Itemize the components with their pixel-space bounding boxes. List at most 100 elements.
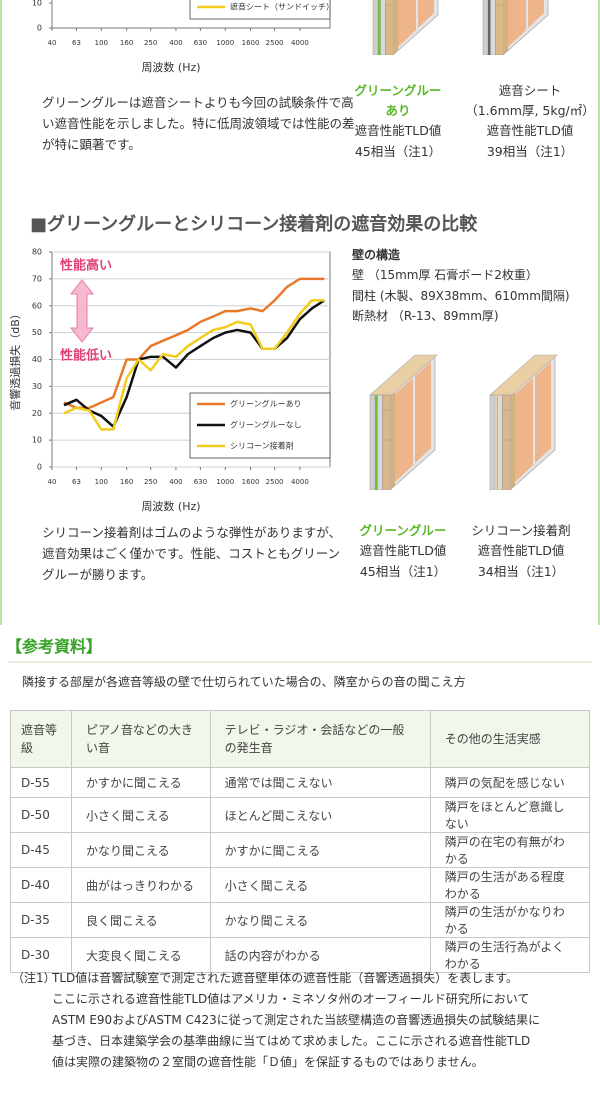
- table-header-cell: 遮音等級: [10, 710, 72, 768]
- table-row: D-55 かすかに聞こえる 通常では聞こえない 隣戸の気配を感じない: [10, 767, 591, 798]
- table-cell: 隣戸の生活行為がよくわかる: [429, 937, 591, 973]
- table-cell: D-45: [10, 832, 72, 868]
- note-line: TLD値は音響試験室で測定された遮音壁単体の遮音性能（音響透過損失）を表します。: [52, 971, 519, 985]
- caption-text: 遮音性能TLD値: [354, 123, 442, 138]
- caption-title: シリコーン接着剤: [471, 523, 571, 538]
- caption-text: 遮音性能TLD値: [477, 543, 565, 558]
- y-tick-label: 20: [32, 409, 42, 418]
- x-tick-label: 4000: [291, 39, 309, 47]
- x-tick-label: 100: [95, 478, 108, 486]
- caption-text: 45相当（注1）: [359, 564, 447, 579]
- right-border: [598, 0, 600, 625]
- caption-text: 遮音性能TLD値: [486, 123, 574, 138]
- y-tick-label: 10: [32, 436, 42, 445]
- chart: 0 10 20 30 40 50 60 70 80 40 63 100 160 250 400 630 1000…: [8, 248, 331, 513]
- note-line: ここに示される遮音性能TLD値はアメリカ・ミネソタ州のオーフィールド研究所におい…: [52, 992, 530, 1006]
- legend-label: 遮音シート（サンドイッチ）: [230, 2, 334, 12]
- table-cell: かなり聞こえる: [209, 902, 431, 938]
- wall-illustration: [483, 0, 550, 55]
- x-tick-label: 63: [72, 478, 81, 486]
- x-tick-label: 400: [169, 39, 182, 47]
- y-axis-label: 音響透過損失（dB）: [8, 308, 22, 411]
- performance-arrow: [69, 279, 95, 343]
- table-cell: 小さく聞こえる: [71, 797, 211, 833]
- wall-illustration: [373, 0, 440, 55]
- table-cell: ほとんど聞こえない: [209, 797, 431, 833]
- x-tick-label: 40: [48, 39, 57, 47]
- x-tick-label: 630: [194, 39, 207, 47]
- table-cell: 良く聞こえる: [71, 902, 211, 938]
- legend-label: グリーングルーなし: [230, 420, 302, 430]
- y-tick-label: 60: [32, 301, 42, 310]
- caption-title: 遮音シート: [498, 83, 562, 98]
- section-title: ■グリーングルーとシリコーン接着剤の遮音効果の比較: [30, 214, 478, 235]
- table-row: D-45 かなり聞こえる かすかに聞こえる 隣戸の在宅の有無がわかる: [10, 832, 591, 868]
- table-cell: 話の内容がわかる: [209, 937, 431, 973]
- table-cell: 隣戸の気配を感じない: [429, 767, 591, 798]
- reference-subtitle: 隣接する部屋が各遮音等級の壁で仕切られていた場合の、隣室からの音の聞こえ方: [22, 675, 466, 689]
- data-line: [63, 277, 325, 410]
- x-tick-label: 4000: [291, 478, 309, 486]
- chart: 0 10 40 63 100 160 250 400 630 1000 1600 2500 4000 周波…: [32, 0, 334, 74]
- data-line: [63, 299, 325, 431]
- table-cell: 隣戸の生活がある程度わかる: [429, 867, 591, 903]
- table-cell: かすかに聞こえる: [71, 767, 211, 798]
- table-cell: かすかに聞こえる: [209, 832, 431, 868]
- x-tick-label: 2500: [266, 39, 284, 47]
- caption-text: 39相当（注1）: [486, 144, 574, 159]
- x-tick-label: 160: [120, 478, 133, 486]
- table-header-cell: ピアノ音などの大きい音: [71, 710, 211, 768]
- wall-illustration: [490, 355, 557, 490]
- legend-label: シリコーン接着剤: [230, 441, 294, 451]
- table-cell: D-35: [10, 902, 72, 938]
- table-cell: D-55: [10, 767, 72, 798]
- x-tick-label: 250: [144, 39, 157, 47]
- note-line: ASTM E90およびASTM C423に従って測定された当該壁構造の音響透過損…: [52, 1013, 541, 1027]
- x-tick-label: 63: [72, 39, 81, 47]
- y-tick-label: 0: [37, 463, 42, 472]
- y-tick-label: 80: [32, 248, 42, 257]
- y-tick-label: 40: [32, 355, 42, 364]
- structure-line: 断熱材 （R-13、89mm厚): [352, 309, 499, 323]
- reference-title: 【参考資料】: [6, 637, 103, 656]
- y-tick-label: 0: [37, 24, 42, 33]
- table-cell: 大変良く聞こえる: [71, 937, 211, 973]
- annotation: 性能高い: [60, 258, 112, 274]
- x-tick-label: 100: [95, 39, 108, 47]
- x-axis-label: 周波数 (Hz): [141, 61, 200, 74]
- note-line: 値は実際の建築物の２室間の遮音性能「Ｄ値」を保証するものではありません。: [52, 1055, 484, 1069]
- caption-title: グリーングルー: [354, 83, 442, 98]
- caption-text: 遮音性能TLD値: [359, 543, 447, 558]
- x-tick-label: 400: [169, 478, 182, 486]
- structure-title: 壁の構造: [352, 248, 401, 262]
- caption-text: （1.6mm厚, 5kg/㎡）: [465, 103, 595, 118]
- table-cell: 小さく聞こえる: [209, 867, 431, 903]
- table-cell: 隣戸をほとんど意識しない: [429, 797, 591, 833]
- table-cell: かなり聞こえる: [71, 832, 211, 868]
- table-row: D-40 曲がはっきりわかる 小さく聞こえる 隣戸の生活がある程度わかる: [10, 867, 591, 903]
- structure-line: 壁 （15mm厚 石膏ボード2枚重）: [352, 268, 538, 282]
- table-cell: D-50: [10, 797, 72, 833]
- x-tick-label: 1600: [242, 478, 260, 486]
- x-tick-label: 40: [48, 478, 57, 486]
- x-axis-label: 周波数 (Hz): [141, 500, 200, 513]
- table: 遮音等級 ピアノ音などの大きい音 テレビ・ラジオ・会話などの一般の発生音 その他の生活…: [10, 710, 591, 973]
- note-line: 基づき、日本建築学会の基準曲線に当てはめて求めました。ここに示される遮音性能TL…: [52, 1034, 531, 1048]
- x-tick-label: 1600: [242, 39, 260, 47]
- structure-line: 間柱 (木製、89X38mm、610mm間隔): [352, 289, 570, 303]
- annotation: 性能低い: [60, 348, 112, 364]
- table-cell: 隣戸の在宅の有無がわかる: [429, 832, 591, 868]
- legend-box: [189, 0, 331, 20]
- table-cell: 曲がはっきりわかる: [71, 867, 211, 903]
- table-cell: D-30: [10, 937, 72, 973]
- y-tick-label: 50: [32, 328, 42, 337]
- x-tick-label: 1000: [216, 478, 234, 486]
- x-tick-label: 2500: [266, 478, 284, 486]
- x-tick-label: 160: [120, 39, 133, 47]
- y-tick-label: 10: [32, 0, 42, 8]
- paragraph: シリコーン接着剤はゴムのような弾性がありますが、遮音効果はごく僅かです。性能、コ…: [42, 525, 342, 582]
- table-row: D-35 良く聞こえる かなり聞こえる 隣戸の生活がかなりわかる: [10, 902, 591, 938]
- caption-title: あり: [385, 103, 411, 118]
